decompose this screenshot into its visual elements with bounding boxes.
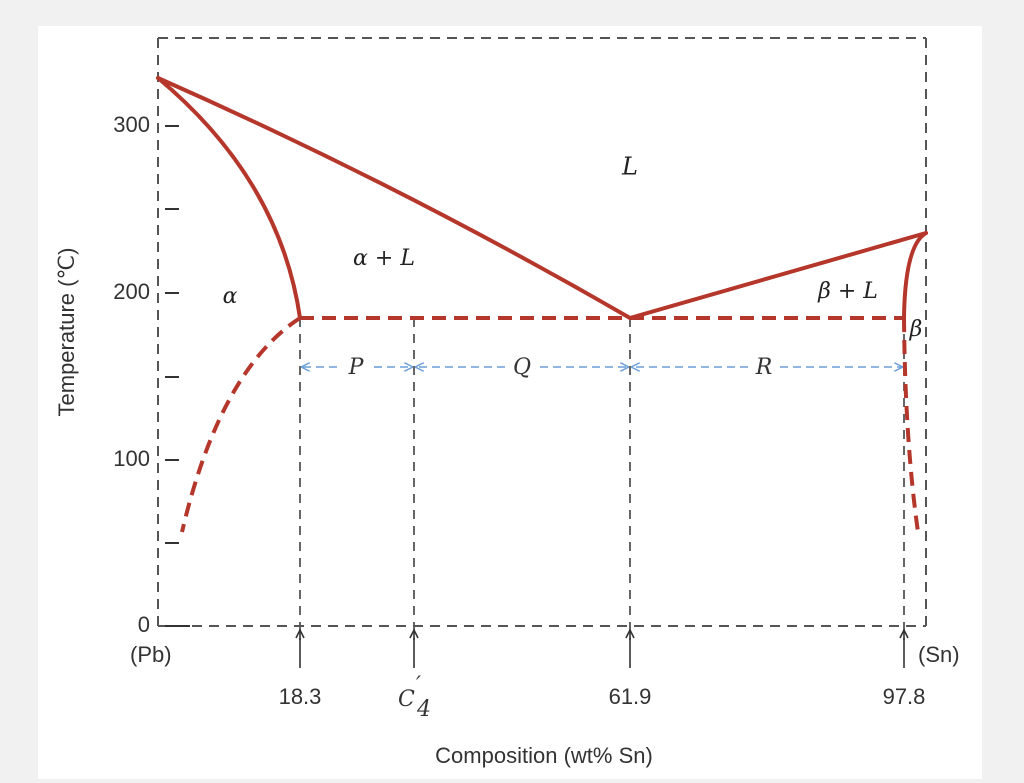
c4-prime: ′ [416,673,421,698]
dashed-boundaries [180,316,920,533]
plot-frame [157,37,927,627]
y-tick-label-300: 300 [113,112,150,137]
figure-card [38,26,982,779]
x-end-label-left: (Pb) [130,642,172,667]
y-tick-label-0: 0 [138,612,150,637]
region-label-beta-liquid: β + L [817,279,878,304]
segment-label-p: P [348,355,365,380]
solvus-beta [902,317,920,533]
liquidus-right [628,231,928,320]
x-mark-label-18-3: 18.3 [279,684,322,709]
x-mark-label-97-8: 97.8 [883,684,926,709]
region-label-alpha-liquid: α + L [353,246,415,271]
x-axis-title: Composition (wt% Sn) [435,743,653,768]
x-end-label-right: (Sn) [918,642,960,667]
solidus-alpha [156,76,302,320]
region-label-beta: β [909,317,923,342]
x-mark-label-c4: C ′ 4 [398,673,431,722]
y-tick-label-100: 100 [113,446,150,471]
composition-arrows [300,630,904,668]
region-label-liquid: L [621,153,638,181]
solvus-alpha [180,316,302,533]
y-tick-label-200: 200 [113,279,150,304]
segment-label-q: Q [513,355,531,380]
liquidus-left [156,76,632,320]
x-mark-label-61-9: 61.9 [609,684,652,709]
solidus-beta [902,231,928,320]
y-ticks [165,125,190,627]
region-label-alpha: α [223,284,238,309]
phase-boundaries [156,76,928,320]
y-axis-title: Temperature (℃) [54,248,79,417]
segment-label-r: R [755,355,773,380]
c4-letter: C [398,687,415,712]
c4-subscript: 4 [416,697,431,722]
